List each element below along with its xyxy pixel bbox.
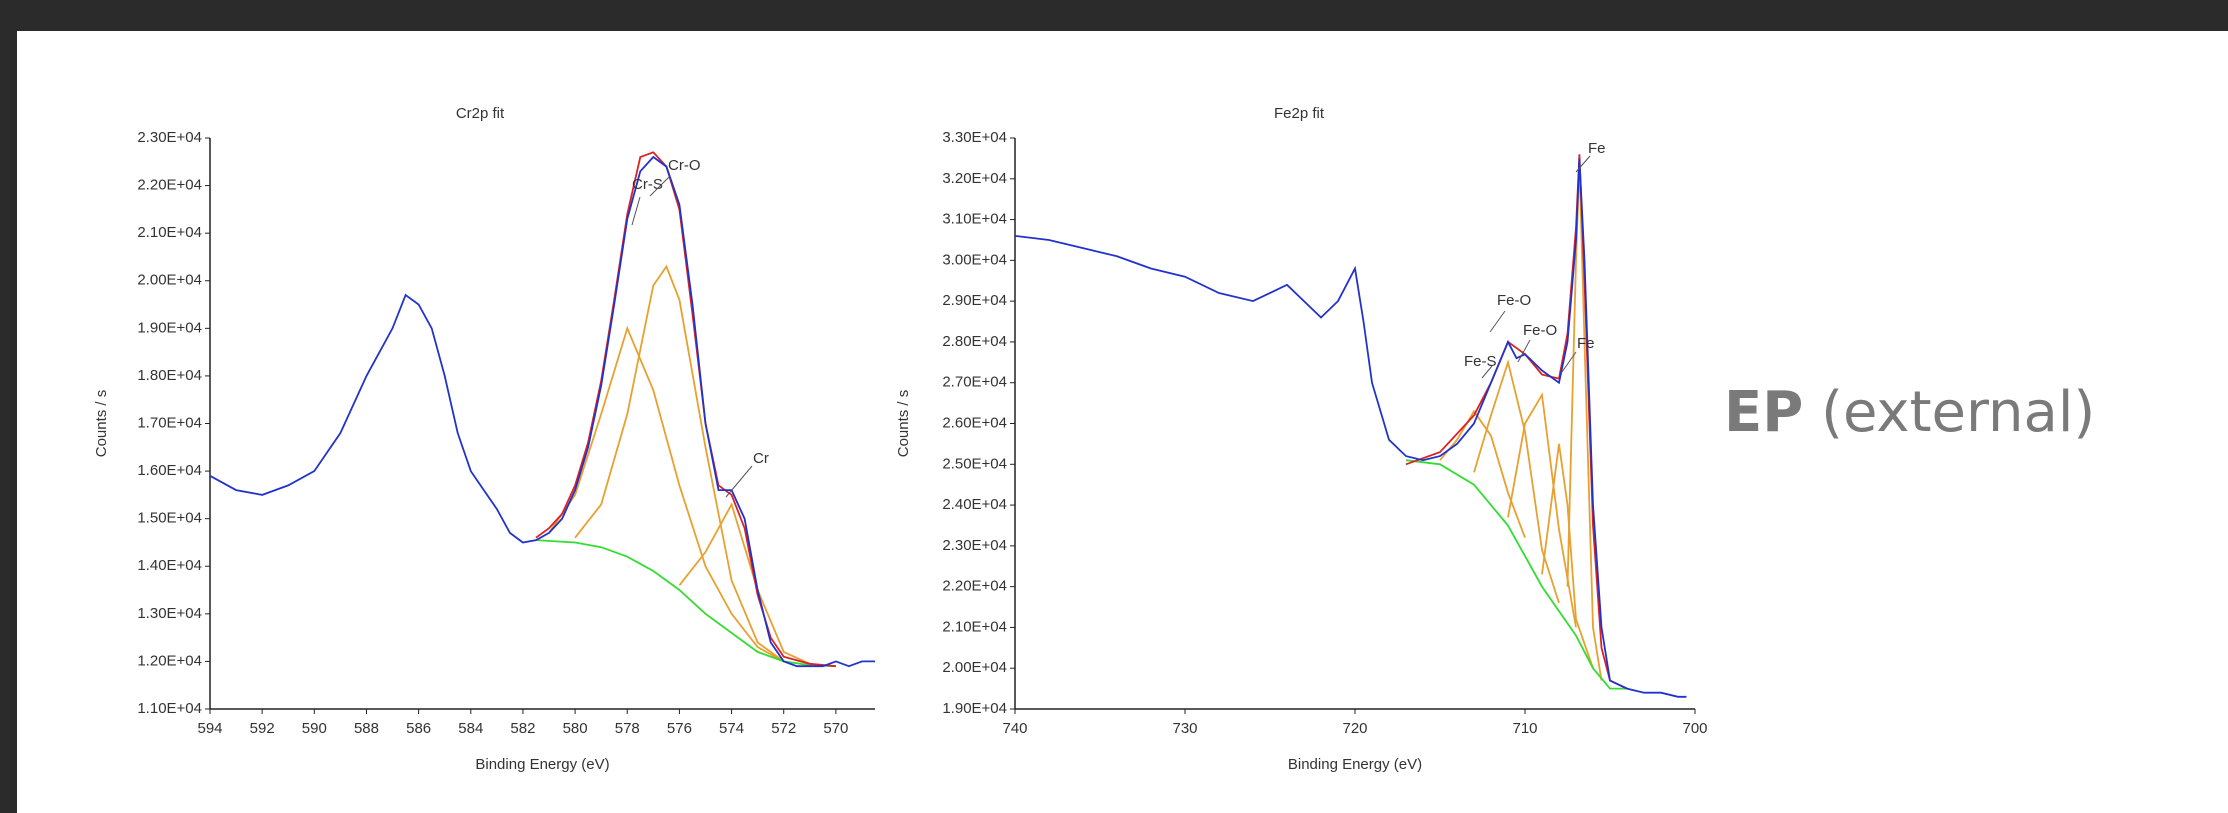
annotation-leader (1575, 155, 1591, 173)
y-tick-label: 1.30E+04 (137, 605, 202, 622)
annotation-leader (725, 465, 753, 498)
x-tick-label: 574 (719, 720, 744, 737)
y-tick-label: 1.10E+04 (137, 700, 202, 717)
y-tick-label: 2.50E+04 (942, 455, 1007, 472)
annotation-leader (1481, 365, 1493, 379)
spectrum-line (535, 539, 836, 668)
chart-title: Fe2p fit (1274, 105, 1325, 122)
x-tick-label: 700 (1682, 720, 1707, 737)
spectrum-line (1405, 154, 1628, 690)
y-tick-label: 2.00E+04 (137, 272, 202, 289)
y-tick-label: 2.30E+04 (137, 129, 202, 146)
y-tick-label: 1.50E+04 (137, 510, 202, 527)
annotation: Fe (1588, 140, 1606, 157)
y-tick-label: 2.80E+04 (942, 333, 1007, 350)
y-tick-label: 3.00E+04 (942, 251, 1007, 268)
spectrum-line (1439, 409, 1526, 539)
y-tick-label: 1.70E+04 (137, 414, 202, 431)
y-tick-label: 2.10E+04 (137, 224, 202, 241)
x-tick-label: 584 (458, 720, 483, 737)
side-label-rest: (external) (1821, 380, 2096, 445)
y-tick-label: 2.70E+04 (942, 374, 1007, 391)
x-axis-label: Binding Energy (eV) (1288, 756, 1422, 773)
x-tick-label: 570 (823, 720, 848, 737)
spectrum-line (1507, 392, 1577, 628)
x-tick-label: 572 (771, 720, 796, 737)
x-tick-label: 576 (667, 720, 692, 737)
spectrum-line (1541, 443, 1594, 669)
y-tick-label: 2.30E+04 (942, 537, 1007, 554)
x-tick-label: 710 (1512, 720, 1537, 737)
spectrum-line (535, 151, 836, 668)
annotation: Cr-S (632, 176, 663, 193)
annotation: Cr (753, 450, 769, 467)
y-tick-label: 3.10E+04 (942, 211, 1007, 228)
x-tick-label: 590 (302, 720, 327, 737)
y-tick-label: 3.20E+04 (942, 170, 1007, 187)
annotation: Fe-O (1497, 292, 1531, 309)
side-label-bold: EP (1724, 380, 1804, 445)
x-tick-label: 578 (615, 720, 640, 737)
y-tick-label: 1.20E+04 (137, 652, 202, 669)
y-tick-label: 2.20E+04 (942, 578, 1007, 595)
y-tick-label: 1.40E+04 (137, 557, 202, 574)
x-tick-label: 586 (406, 720, 431, 737)
side-label: EP (external) (1724, 380, 2095, 445)
annotation: Fe-O (1523, 322, 1557, 339)
spectrum-line (1405, 459, 1627, 690)
annotation: Cr-O (668, 157, 701, 174)
slide (17, 31, 2228, 813)
y-axis-label: Counts / s (93, 390, 110, 458)
x-tick-label: 588 (354, 720, 379, 737)
annotation: Fe (1577, 335, 1595, 352)
y-tick-label: 1.90E+04 (137, 319, 202, 336)
spectrum-line (1473, 358, 1560, 604)
y-tick-label: 2.40E+04 (942, 496, 1007, 513)
annotation-leader (1561, 351, 1577, 373)
x-tick-label: 592 (250, 720, 275, 737)
y-tick-label: 1.80E+04 (137, 367, 202, 384)
x-tick-label: 594 (197, 720, 222, 737)
y-tick-label: 2.00E+04 (942, 659, 1007, 676)
x-tick-label: 580 (563, 720, 588, 737)
x-tick-label: 582 (510, 720, 535, 737)
x-tick-label: 730 (1172, 720, 1197, 737)
spectrum-line (209, 155, 875, 668)
y-tick-label: 1.60E+04 (137, 462, 202, 479)
y-axis-label: Counts / s (895, 390, 912, 458)
spectrum-line (1566, 162, 1603, 681)
annotation: Fe-S (1464, 353, 1497, 370)
annotation-leader (631, 196, 641, 226)
annotation-leader (1489, 310, 1506, 333)
spectrum-line (678, 502, 811, 665)
annotation-leader (1517, 339, 1531, 363)
annotation-leader (649, 175, 671, 197)
chart-title: Cr2p fit (456, 105, 505, 122)
y-tick-label: 2.60E+04 (942, 414, 1007, 431)
x-axis-label: Binding Energy (eV) (475, 756, 609, 773)
y-tick-label: 2.20E+04 (137, 177, 202, 194)
x-tick-label: 740 (1002, 720, 1027, 737)
spectrum-line (1014, 158, 1687, 698)
spectrum-line (548, 325, 785, 663)
y-tick-label: 2.10E+04 (942, 618, 1007, 635)
x-tick-label: 720 (1342, 720, 1367, 737)
spectrum-line (574, 264, 785, 663)
y-tick-label: 3.30E+04 (942, 129, 1007, 146)
y-tick-label: 2.90E+04 (942, 292, 1007, 309)
y-tick-label: 1.90E+04 (942, 700, 1007, 717)
